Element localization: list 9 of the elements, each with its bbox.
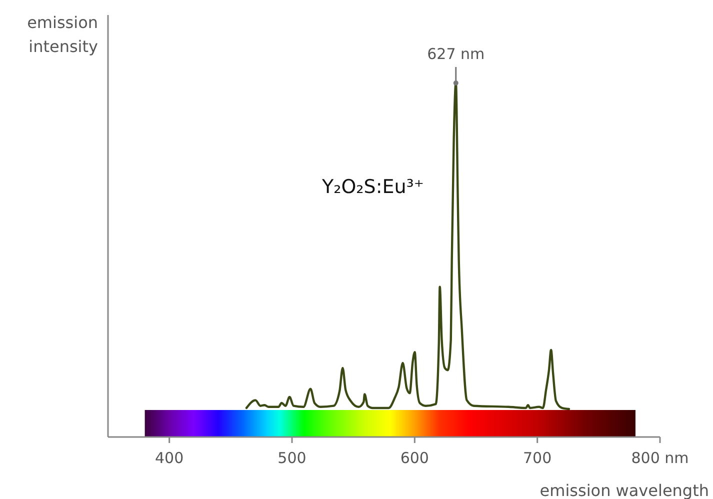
annotation: Y₂O₂S:Eu³⁺ [321, 176, 424, 198]
x-tick-label: 400 [155, 449, 184, 467]
x-tick-label: 600 [400, 449, 429, 467]
x-tick-label: 700 [523, 449, 552, 467]
x-axis-title: emission wavelength [540, 481, 709, 499]
x-tick-label: 500 [278, 449, 306, 467]
annotation: 627 nm [427, 45, 485, 63]
x-tick-label: 800 nm [631, 449, 689, 467]
y-axis-title: emission intensity [27, 13, 98, 56]
